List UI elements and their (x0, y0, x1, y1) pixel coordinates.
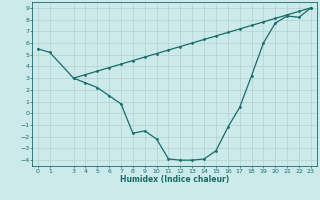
X-axis label: Humidex (Indice chaleur): Humidex (Indice chaleur) (120, 175, 229, 184)
